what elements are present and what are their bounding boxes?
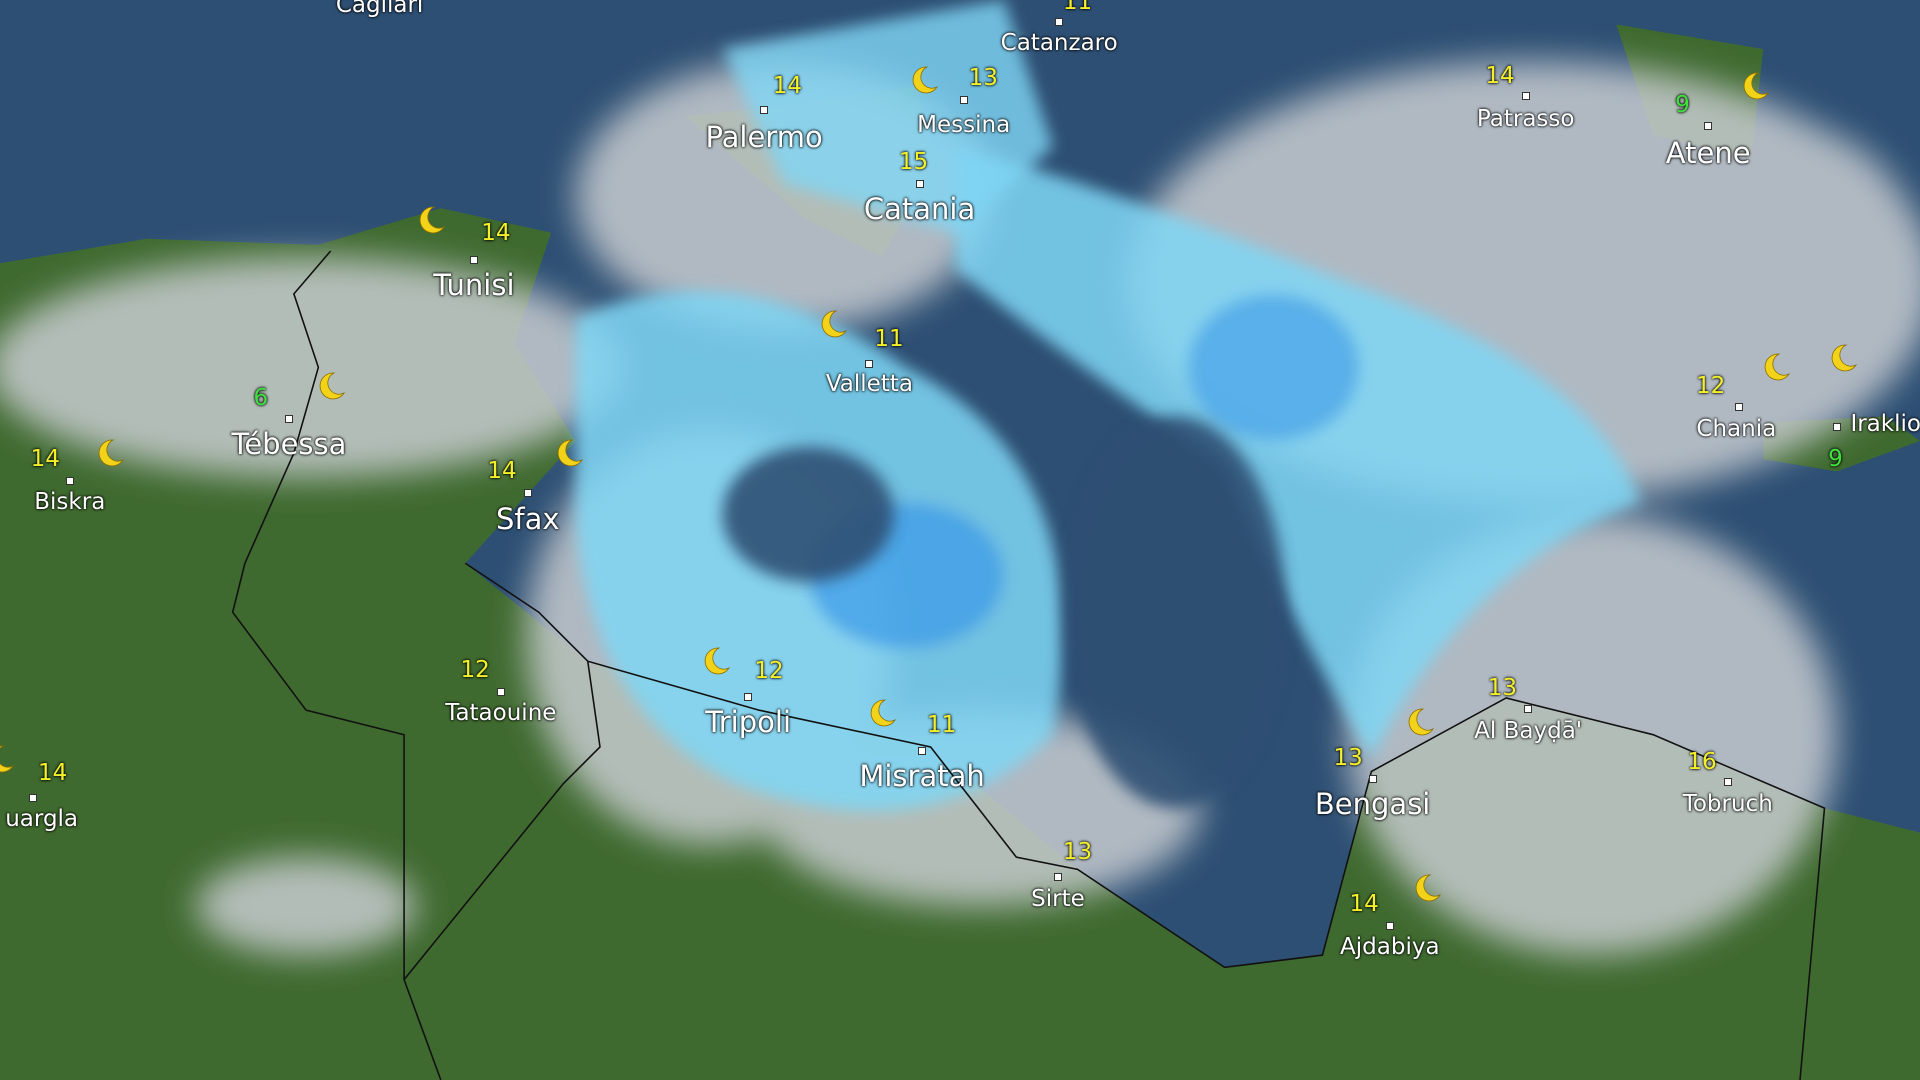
city-label[interactable]: Bengasi [1314,787,1431,822]
city-marker [1832,423,1841,432]
city-label[interactable]: Iraklio [1850,410,1920,437]
crescent-moon-icon [1412,873,1442,903]
city-label[interactable]: Palermo [705,120,823,155]
city-label[interactable]: Tripoli [705,705,792,740]
city-marker [1734,402,1743,411]
temperature-label: 11 [1062,0,1093,16]
city-marker [744,692,753,701]
crescent-moon-icon [0,744,15,774]
city-label[interactable]: Patrasso [1476,105,1575,132]
city-marker [918,746,927,755]
city-marker [1053,872,1062,881]
crescent-moon-icon [818,309,848,339]
temperature-label: 6 [253,384,269,411]
city-label[interactable]: Messina [917,111,1011,138]
temperature-label: 12 [754,658,784,685]
crescent-moon-icon [554,438,584,468]
borders [231,250,1826,1080]
city-label[interactable]: Cagliari [335,0,424,18]
city-label[interactable]: Biskra [34,489,106,516]
crescent-moon-icon [95,438,125,468]
temperature-label: 13 [968,65,998,92]
city-label[interactable]: Tébessa [231,427,347,462]
city-marker [496,687,505,696]
temperature-label: 12 [460,656,490,683]
crescent-moon-icon [316,371,346,401]
temperature-label: 14 [481,219,511,246]
city-marker [1524,704,1533,713]
city-label[interactable]: Ajdabiya [1340,933,1440,960]
temperature-label: 15 [898,148,929,175]
temperature-label: 11 [874,326,904,353]
city-marker [1385,921,1394,930]
city-marker [523,489,532,498]
crescent-moon-icon [1761,352,1791,382]
temperature-label: 9 [1828,446,1843,473]
city-marker [760,106,769,115]
city-label[interactable]: Tobruch [1682,791,1773,818]
city-label[interactable]: Catania [863,192,976,227]
crescent-moon-icon [701,646,731,676]
storm-eye [722,416,1286,809]
city-label[interactable]: Catanzaro [1000,29,1118,56]
city-label[interactable]: Tunisi [433,268,515,303]
crescent-moon-icon [1740,71,1770,101]
temperature-label: 13 [1487,675,1518,702]
temperature-label: 14 [1485,62,1515,89]
crescent-moon-icon [909,65,939,95]
temperature-label: 16 [1687,748,1717,775]
temperature-label: 9 [1675,92,1690,119]
temperature-label: 14 [487,458,517,485]
city-marker [865,359,874,368]
city-marker [1723,778,1732,787]
city-marker [284,414,293,423]
temperature-label: 14 [772,72,802,99]
crescent-moon-icon [416,205,446,235]
crescent-moon-icon [1828,343,1858,373]
city-label[interactable]: Atene [1665,136,1751,171]
city-marker [915,179,924,188]
city-marker [469,255,478,264]
city-marker [29,794,38,803]
temperature-label: 14 [1349,890,1379,917]
city-marker [1368,774,1377,783]
city-marker [1521,91,1530,100]
city-marker [959,96,968,105]
temperature-label: 14 [38,759,68,786]
temperature-label: 14 [30,446,60,473]
city-label[interactable]: Chania [1696,415,1777,442]
city-label[interactable]: Misratah [859,759,985,794]
temperature-label: 11 [926,711,957,738]
city-marker [65,477,74,486]
city-label[interactable]: Al Bayḍā' [1474,718,1583,745]
city-label[interactable]: uargla [5,806,79,833]
temperature-label: 13 [1333,744,1363,771]
crescent-moon-icon [867,698,897,728]
city-marker [1704,122,1713,131]
temperature-label: 12 [1695,372,1726,399]
city-label[interactable]: Tataouine [445,699,557,726]
crescent-moon-icon [1405,707,1435,737]
temperature-label: 13 [1062,839,1093,866]
city-label[interactable]: Sirte [1031,885,1085,912]
city-label[interactable]: Sfax [495,502,560,537]
city-marker [1055,18,1064,27]
city-label[interactable]: Valletta [825,371,913,398]
